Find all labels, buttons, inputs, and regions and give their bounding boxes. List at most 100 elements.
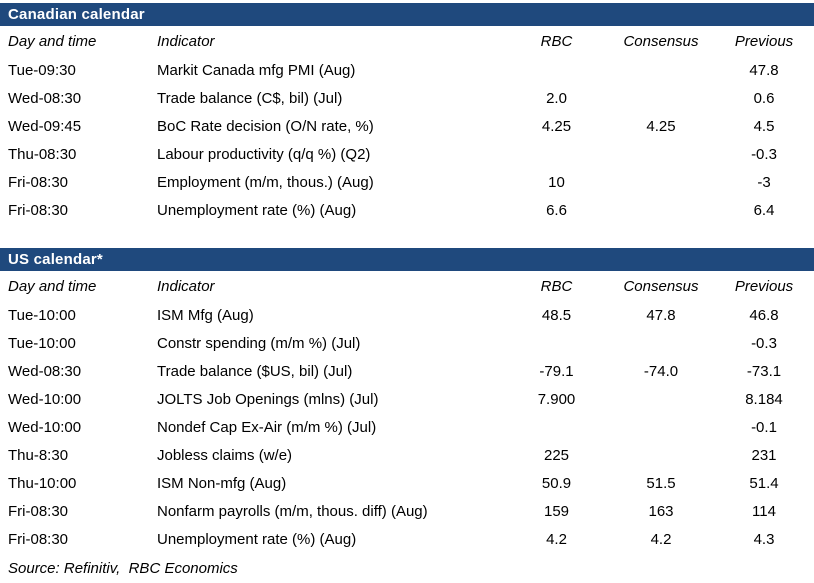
cell-indicator: ISM Mfg (Aug) — [157, 306, 254, 324]
cell-indicator: Nonfarm payrolls (m/m, thous. diff) (Aug… — [157, 502, 428, 520]
cell-indicator: Constr spending (m/m %) (Jul) — [157, 334, 361, 352]
cell-day-time: Wed-10:00 — [8, 418, 82, 436]
cell-rbc: 6.6 — [546, 201, 567, 219]
cell-rbc: 50.9 — [541, 474, 572, 492]
column-header-consensus: Consensus — [623, 277, 699, 295]
cell-previous: -0.1 — [751, 418, 777, 436]
cell-consensus — [608, 168, 714, 196]
column-header-rbc: RBC — [540, 32, 573, 50]
cell-consensus — [608, 84, 714, 112]
cell-rbc: -79.1 — [539, 362, 574, 380]
cell-rbc: 48.5 — [541, 306, 572, 324]
cell-previous: 231 — [751, 446, 777, 464]
cell-consensus — [608, 196, 714, 224]
cell-day-time: Fri-08:30 — [8, 530, 69, 548]
cell-rbc: 4.25 — [541, 117, 572, 135]
cell-day-time: Wed-08:30 — [8, 362, 82, 380]
cell-previous: 4.5 — [753, 117, 775, 135]
table-row: Wed-10:00 JOLTS Job Openings (mlns) (Jul)… — [0, 385, 814, 413]
section-title: US calendar* — [8, 251, 103, 268]
cell-previous: -0.3 — [751, 145, 777, 163]
cell-rbc — [505, 140, 608, 168]
cell-rbc: 225 — [543, 446, 570, 464]
section-header-canadian-calendar: Canadian calendar — [0, 3, 814, 26]
cell-previous: 114 — [752, 502, 776, 520]
cell-consensus — [608, 56, 714, 84]
cell-consensus — [608, 413, 714, 441]
cell-consensus: 4.2 — [650, 530, 672, 548]
table-row: Fri-08:30 Unemployment rate (%) (Aug) 4.2 4… — [0, 525, 814, 553]
cell-day-time: Thu-8:30 — [8, 446, 69, 464]
section-us-calendar: US calendar* Day and time Indicator RBC Con… — [0, 248, 814, 553]
cell-consensus: -74.0 — [643, 362, 679, 380]
cell-consensus: 4.25 — [646, 117, 676, 135]
section-header-us-calendar: US calendar* — [0, 248, 814, 271]
cell-day-time: Wed-08:30 — [8, 89, 82, 107]
cell-previous: 0.6 — [753, 89, 775, 107]
table-row: Wed-08:30 Trade balance (C$, bil) (Jul) 2.… — [0, 84, 814, 112]
table-row: Fri-08:30 Nonfarm payrolls (m/m, thous. d… — [0, 497, 814, 525]
cell-rbc — [505, 413, 608, 441]
cell-day-time: Fri-08:30 — [8, 502, 69, 520]
cell-consensus — [608, 385, 714, 413]
cell-indicator: Unemployment rate (%) (Aug) — [157, 201, 357, 219]
table-row: Thu-08:30 Labour productivity (q/q %) (Q2… — [0, 140, 814, 168]
cell-indicator: Markit Canada mfg PMI (Aug) — [157, 61, 356, 79]
cell-consensus — [608, 441, 714, 469]
column-header-row: Day and time Indicator RBC Consensus Previou… — [0, 271, 814, 301]
cell-indicator: Unemployment rate (%) (Aug) — [157, 530, 357, 548]
cell-previous: -73.1 — [746, 362, 782, 380]
cell-previous: 4.3 — [753, 530, 775, 548]
cell-day-time: Tue-09:30 — [8, 61, 76, 79]
cell-previous: 47.8 — [749, 61, 779, 79]
section-canadian-calendar: Canadian calendar Day and time Indicator R… — [0, 3, 814, 224]
cell-consensus — [608, 140, 714, 168]
cell-indicator: Trade balance ($US, bil) (Jul) — [157, 362, 353, 380]
cell-rbc — [505, 56, 608, 84]
table-row: Thu-8:30 Jobless claims (w/e) 225 231 — [0, 441, 814, 469]
cell-day-time: Tue-10:00 — [8, 306, 76, 324]
cell-day-time: Thu-10:00 — [8, 474, 77, 492]
section-title: Canadian calendar — [8, 6, 145, 23]
cell-rbc: 2.0 — [546, 89, 567, 107]
cell-rbc: 7.900 — [537, 390, 576, 408]
table-row: Thu-10:00 ISM Non-mfg (Aug) 50.9 51.5 51.4 — [0, 469, 814, 497]
us-calendar-table: Day and time Indicator RBC Consensus Previou… — [0, 271, 814, 553]
cell-indicator: Labour productivity (q/q %) (Q2) — [157, 145, 371, 163]
column-header-indicator: Indicator — [157, 32, 215, 50]
table-row: Wed-08:30 Trade balance ($US, bil) (Jul) -… — [0, 357, 814, 385]
cell-consensus — [608, 329, 714, 357]
column-header-indicator: Indicator — [157, 277, 215, 295]
cell-indicator: ISM Non-mfg (Aug) — [157, 474, 287, 492]
table-row: Tue-10:00 ISM Mfg (Aug) 48.5 47.8 46.8 — [0, 301, 814, 329]
column-header-row: Day and time Indicator RBC Consensus Previou… — [0, 26, 814, 56]
cell-previous: 46.8 — [749, 306, 779, 324]
cell-day-time: Wed-10:00 — [8, 390, 82, 408]
cell-rbc: 4.2 — [546, 530, 567, 548]
cell-previous: -0.3 — [751, 334, 777, 352]
cell-previous: 8.184 — [745, 390, 783, 408]
cell-day-time: Fri-08:30 — [8, 173, 69, 191]
canadian-calendar-table: Day and time Indicator RBC Consensus Previou… — [0, 26, 814, 224]
cell-previous: -3 — [757, 173, 771, 191]
column-header-previous: Previous — [734, 277, 794, 295]
cell-consensus: 47.8 — [646, 306, 676, 324]
column-header-rbc: RBC — [540, 277, 573, 295]
cell-indicator: JOLTS Job Openings (mlns) (Jul) — [157, 390, 379, 408]
cell-rbc: 10 — [548, 173, 565, 191]
column-header-day-and-time: Day and time — [8, 32, 97, 50]
cell-indicator: Jobless claims (w/e) — [157, 446, 293, 464]
table-row: Wed-10:00 Nondef Cap Ex-Air (m/m %) (Jul)… — [0, 413, 814, 441]
cell-day-time: Thu-08:30 — [8, 145, 77, 163]
cell-indicator: Trade balance (C$, bil) (Jul) — [157, 89, 343, 107]
table-row: Tue-10:00 Constr spending (m/m %) (Jul) -0… — [0, 329, 814, 357]
cell-indicator: Nondef Cap Ex-Air (m/m %) (Jul) — [157, 418, 377, 436]
cell-day-time: Tue-10:00 — [8, 334, 76, 352]
cell-rbc: 159 — [543, 502, 570, 520]
table-row: Fri-08:30 Employment (m/m, thous.) (Aug) 1… — [0, 168, 814, 196]
column-header-previous: Previous — [734, 32, 794, 50]
cell-consensus: 163 — [648, 502, 674, 520]
table-row: Fri-08:30 Unemployment rate (%) (Aug) 6.6 6… — [0, 196, 814, 224]
source-note: Source: Refinitiv, RBC Economics — [8, 560, 238, 577]
